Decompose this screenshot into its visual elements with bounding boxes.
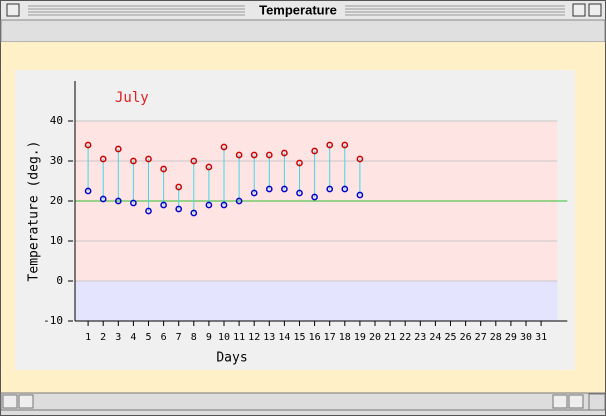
x-tick-label: 15 <box>293 332 305 343</box>
x-tick-label: 2 <box>100 332 106 343</box>
x-tick-label: 31 <box>535 332 547 343</box>
scroll-right-end[interactable] <box>568 394 584 409</box>
high-marker <box>235 151 243 159</box>
x-tick-label: 26 <box>460 332 472 343</box>
low-marker <box>250 189 258 197</box>
chart-title: July <box>115 90 149 106</box>
low-marker <box>205 201 213 209</box>
x-tick-label: 14 <box>278 332 290 343</box>
x-tick-label: 9 <box>206 332 212 343</box>
low-marker <box>160 201 167 209</box>
high-marker <box>296 159 303 167</box>
high-marker <box>190 157 198 165</box>
y-tick-label: 20 <box>50 194 63 207</box>
x-tick-label: 5 <box>145 332 151 343</box>
toolbar <box>0 19 606 43</box>
y-axis-label: Temperature (deg.) <box>27 141 42 282</box>
high-marker <box>175 183 183 191</box>
collapse-box[interactable] <box>588 3 602 17</box>
low-marker <box>326 185 334 193</box>
x-tick-label: 20 <box>369 332 381 343</box>
low-marker <box>130 199 137 207</box>
x-tick-label: 28 <box>490 332 502 343</box>
high-marker <box>311 147 318 155</box>
x-tick-label: 24 <box>429 332 441 343</box>
low-marker <box>190 209 198 217</box>
x-tick-label: 16 <box>309 332 321 343</box>
scrollbar <box>0 392 606 411</box>
x-tick-label: 1 <box>85 332 91 343</box>
x-tick-label: 11 <box>233 332 245 343</box>
x-tick-label: 25 <box>444 332 456 343</box>
y-tick-label: 10 <box>50 234 63 247</box>
low-marker <box>99 195 107 203</box>
high-marker <box>326 141 334 149</box>
x-tick-label: 21 <box>384 332 396 343</box>
x-tick-label: 8 <box>191 332 197 343</box>
title-stripes <box>28 5 565 16</box>
high-marker <box>145 155 152 163</box>
x-tick-label: 6 <box>161 332 167 343</box>
y-tick-label: -10 <box>43 314 63 327</box>
scroll-right[interactable] <box>18 394 34 409</box>
close-box[interactable] <box>6 3 20 17</box>
y-tick-label: 0 <box>56 274 63 287</box>
x-tick-label: 27 <box>475 332 487 343</box>
band <box>75 281 558 321</box>
x-tick-label: 12 <box>248 332 260 343</box>
high-marker <box>356 155 364 163</box>
low-marker <box>296 189 303 197</box>
low-marker <box>341 185 349 193</box>
x-tick-label: 17 <box>324 332 336 343</box>
x-tick-label: 18 <box>339 332 351 343</box>
low-marker <box>114 197 122 205</box>
low-marker <box>175 205 183 213</box>
high-marker <box>114 145 122 153</box>
high-marker <box>220 143 228 151</box>
low-marker <box>265 185 273 193</box>
x-tick-label: 13 <box>263 332 275 343</box>
high-marker <box>99 155 107 163</box>
x-tick-label: 7 <box>176 332 182 343</box>
low-marker <box>145 207 152 215</box>
low-marker <box>84 187 92 195</box>
scrollbar-track <box>0 392 606 411</box>
high-marker <box>341 141 349 149</box>
x-tick-label: 29 <box>505 332 517 343</box>
window-title: Temperature <box>259 2 337 17</box>
high-marker <box>84 141 92 149</box>
y-tick-label: 40 <box>50 114 63 127</box>
resize-box[interactable] <box>588 393 606 411</box>
low-marker <box>235 197 243 205</box>
x-axis-label: Days <box>216 351 247 366</box>
y-tick-label: 30 <box>50 154 63 167</box>
high-marker <box>250 151 258 159</box>
high-marker <box>205 163 213 171</box>
x-tick-label: 19 <box>354 332 366 343</box>
low-marker <box>311 193 318 201</box>
x-tick-label: 22 <box>399 332 411 343</box>
low-marker <box>220 201 228 209</box>
x-tick-label: 4 <box>130 332 136 343</box>
scroll-left-end[interactable] <box>552 394 568 409</box>
x-tick-label: 3 <box>115 332 121 343</box>
zoom-box[interactable] <box>572 3 586 17</box>
low-marker <box>356 191 364 199</box>
title-bar: Temperature <box>1 1 605 20</box>
x-tick-label: 23 <box>414 332 426 343</box>
x-tick-label: 10 <box>218 332 230 343</box>
high-marker <box>281 149 288 157</box>
x-tick-label: 30 <box>520 332 532 343</box>
low-marker <box>281 185 288 193</box>
high-marker <box>130 157 137 165</box>
scroll-left[interactable] <box>2 394 18 409</box>
high-marker <box>265 151 273 159</box>
high-marker <box>160 165 167 173</box>
